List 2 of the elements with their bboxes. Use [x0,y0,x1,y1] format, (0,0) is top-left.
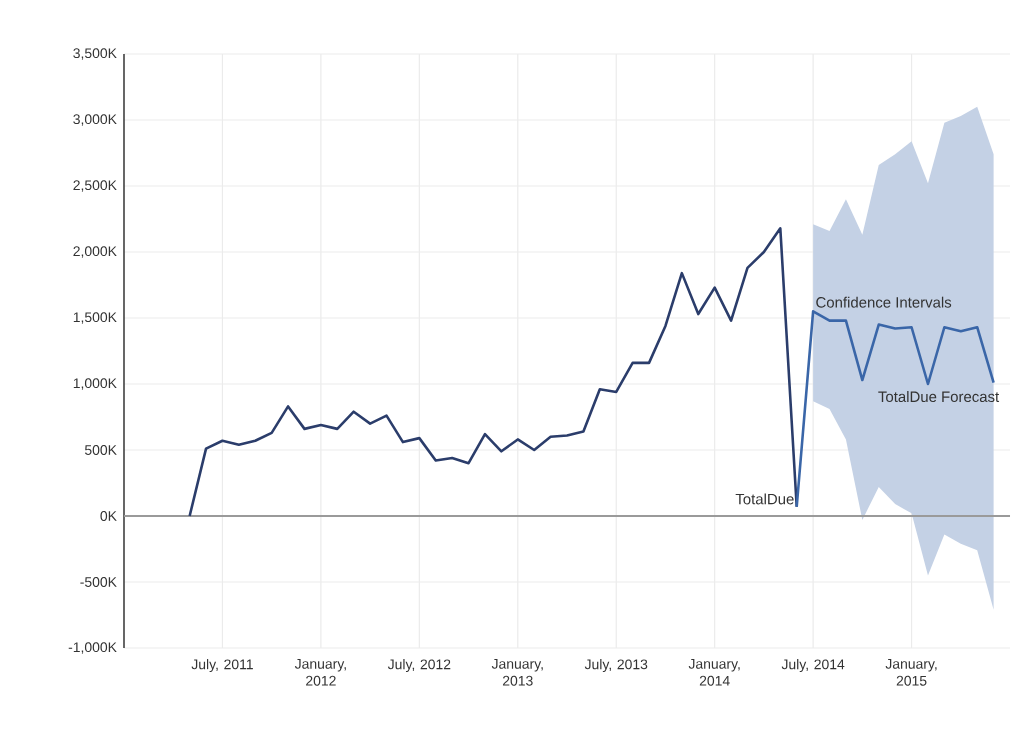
line-series [795,310,995,509]
line-series [188,226,799,518]
